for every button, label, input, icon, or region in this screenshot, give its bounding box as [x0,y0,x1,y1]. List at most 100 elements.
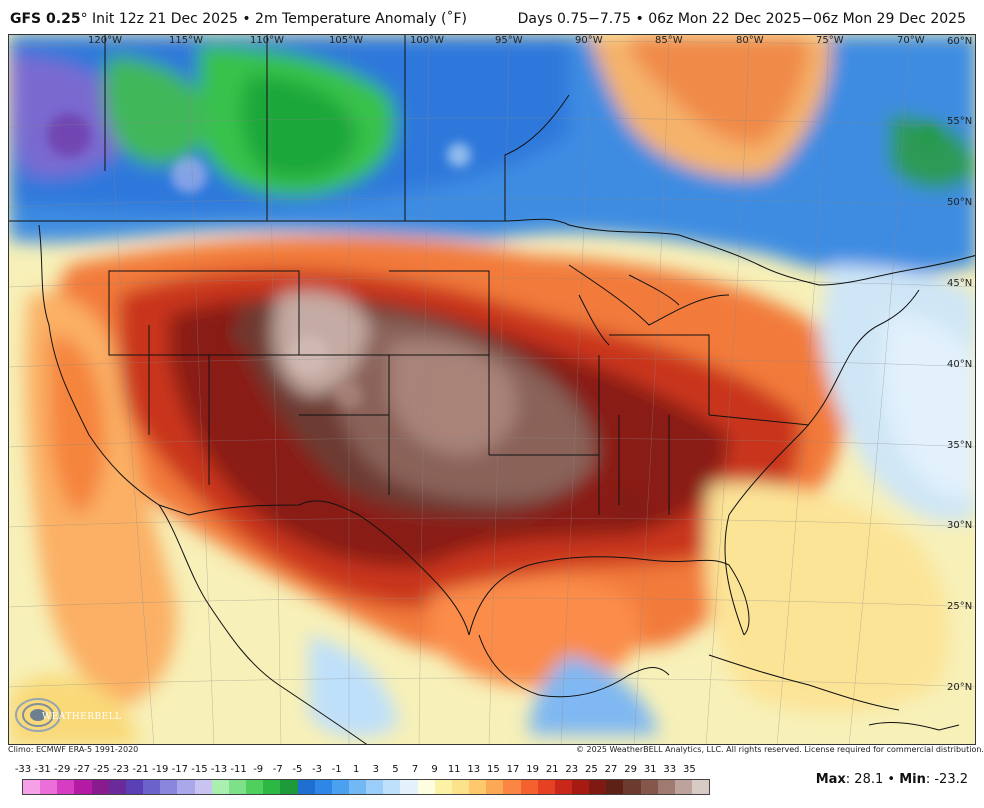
cuba-outline [708,654,900,711]
legend-tick-label: 31 [643,764,657,775]
legend-swatch [674,780,693,794]
legend-swatch [589,780,607,794]
legend-swatch [503,780,521,794]
legend-swatch [640,780,658,794]
lon-label-100w: 100°W [410,35,444,46]
legend-tick-label: -9 [253,764,264,775]
logo-text: WEATHERBELL [42,712,122,722]
us-mexico-border [38,224,470,636]
lat-label-25n: 25°N [947,601,973,612]
legend-tick-label: -23 [112,764,130,775]
legend-tick-label: 35 [683,764,696,775]
legend-tick-label: -7 [272,764,283,775]
legend-tick-label: 33 [663,764,677,775]
lat-label-60n: 60°N [947,36,973,47]
legend-swatch [400,780,418,794]
legend-swatch [160,780,178,794]
lat-label-30n: 30°N [947,520,973,531]
lon-label-75w: 75°W [816,35,844,46]
legend-swatch [537,780,555,794]
legend-tick-label: 19 [526,764,539,775]
legend-swatch [348,780,367,794]
legend-tick-label: -11 [230,764,247,775]
legend-swatch [520,780,538,794]
lat-label-40n: 40°N [947,359,973,370]
legend-tick-label: -15 [191,764,208,775]
legend-swatch [125,780,144,794]
legend-swatch [383,780,401,794]
lon-label-120w: 120°W [88,35,122,46]
us-canada-border [9,218,975,286]
legend-tick-label: 27 [604,764,618,775]
legend-tick-label: -13 [210,764,228,775]
header: GFS 0.25° Init 12z 21 Dec 2025 • 2m Temp… [0,0,984,34]
legend-tick-label: 7 [411,764,419,775]
weatherbell-logo: WEATHERBELL [12,694,121,736]
model-name: GFS 0.25 [10,11,81,27]
lon-label-115w: 115°W [169,35,203,46]
max-min-stats: Max: 28.1 • Min: -23.2 [816,772,968,787]
legend-swatches [22,779,711,795]
legend-tick-label: 5 [392,764,399,775]
lon-label-110w: 110°W [250,35,284,46]
legend-tick-label: -3 [312,764,322,775]
legend-swatch [469,780,487,794]
degree-sign: ° [80,11,88,27]
legend-tick-label: 29 [624,764,637,775]
legend-tick-label: 11 [447,764,461,775]
legend-swatch [572,780,590,794]
copyright-note: © 2025 WeatherBELL Analytics, LLC. All r… [576,745,984,754]
legend-tick-label: -5 [292,764,303,775]
legend-tick-label: -27 [73,764,90,775]
legend-swatch [263,780,281,794]
legend-swatch [177,780,195,794]
legend-swatch [434,780,452,794]
legend-tick-label: 9 [431,764,438,775]
legend-tick-label: 17 [506,764,520,775]
legend-swatch [91,780,109,794]
lon-label-105w: 105°W [329,35,363,46]
legend-tick-label: -21 [132,764,149,775]
lat-label-45n: 45°N [947,278,973,289]
title-rest: Init 12z 21 Dec 2025 • 2m Temperature An… [87,11,468,27]
legend-swatch [451,780,470,794]
legend-swatch [108,780,126,794]
min-value: : -23.2 [925,772,968,787]
legend-swatch [297,780,315,794]
legend-swatch [692,780,710,794]
max-value: : 28.1 • [845,772,900,787]
lon-label-80w: 80°W [736,35,764,46]
map-title: GFS 0.25° Init 12z 21 Dec 2025 • 2m Temp… [10,11,467,27]
legend-tick-label: -29 [54,764,71,775]
legend-tick-label: 13 [467,764,481,775]
legend-swatch [211,780,229,794]
lat-label-20n: 20°N [947,682,973,693]
lat-label-55n: 55°N [947,116,973,127]
legend-swatch [623,780,641,794]
legend-tick-label: 1 [353,764,360,775]
graticule [9,35,975,744]
legend-swatch [606,780,624,794]
legend-tick-label: -19 [152,764,169,775]
legend-swatch [74,780,92,794]
climo-note: Climo: ECMWF ERA-5 1991-2020 [8,745,139,754]
legend-tick-label: -1 [331,764,342,775]
logo-graphic [15,698,61,732]
legend-swatch [554,780,572,794]
lat-label-35n: 35°N [947,440,973,451]
legend-swatch [57,780,75,794]
legend-tick-label: -17 [171,764,188,775]
legend-swatch [143,780,161,794]
great-lakes-outline [568,264,730,326]
legend-tick-label: 21 [545,764,559,775]
legend-tick-labels: -33 -31 -29 -27 -25 -23 -21 -19 -17 -15 -13 -11 -9 -7… [14,764,704,778]
legend-tick-label: 23 [565,764,579,775]
legend-swatch [280,780,298,794]
lon-label-90w: 90°W [575,35,603,46]
legend-tick-label: 15 [487,764,500,775]
legend-tick-label: -25 [93,764,110,775]
anomaly-map: 120°W 115°W 110°W 105°W 100°W 95°W 90°W … [8,34,976,745]
min-label: Min [899,772,926,787]
legend-tick-label: -31 [34,764,51,775]
legend-swatch [366,780,384,794]
